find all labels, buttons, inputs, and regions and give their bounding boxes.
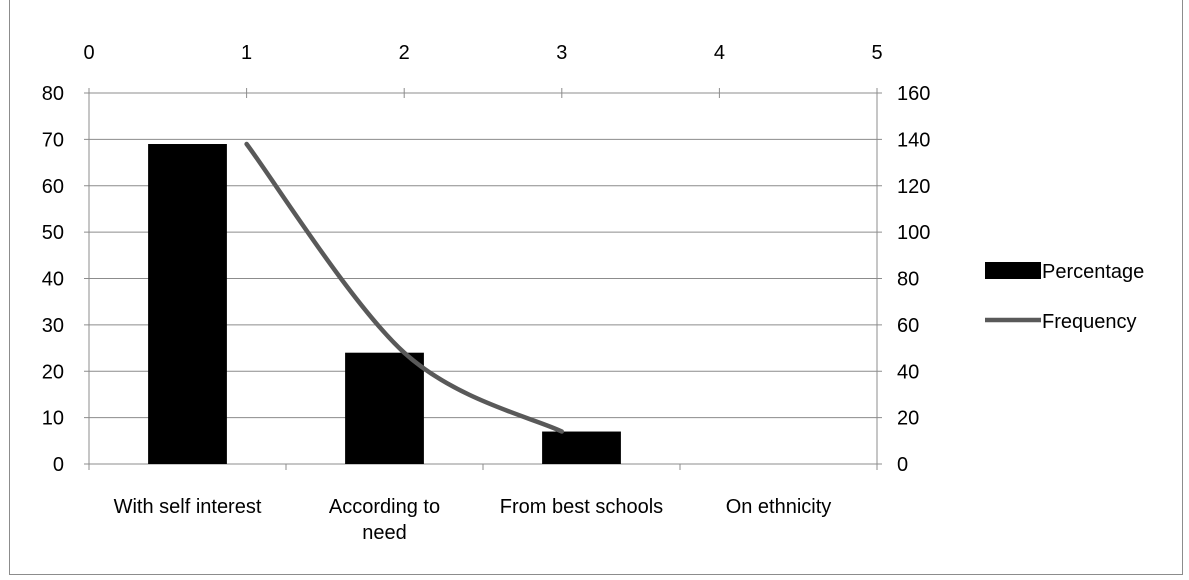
category-label: According to bbox=[329, 496, 440, 518]
legend-swatch-percentage bbox=[985, 262, 1041, 279]
x-top-tick-label: 2 bbox=[399, 42, 410, 64]
x-top-tick-label: 1 bbox=[241, 42, 252, 64]
y-left-tick-label: 80 bbox=[42, 83, 64, 105]
category-label: need bbox=[362, 522, 407, 544]
bar-percentage bbox=[148, 144, 227, 464]
y-left-tick-label: 20 bbox=[42, 361, 64, 383]
x-top-tick-label: 5 bbox=[871, 42, 882, 64]
y-right-tick-label: 160 bbox=[897, 83, 930, 105]
y-left-tick-label: 70 bbox=[42, 129, 64, 151]
y-left-tick-label: 10 bbox=[42, 408, 64, 430]
x-top-tick-label: 4 bbox=[714, 42, 725, 64]
y-right-tick-label: 80 bbox=[897, 269, 919, 291]
x-top-tick-label: 3 bbox=[556, 42, 567, 64]
category-label: With self interest bbox=[114, 496, 262, 518]
y-right-tick-label: 60 bbox=[897, 315, 919, 337]
chart-frame bbox=[9, 0, 1183, 575]
y-right-tick-label: 0 bbox=[897, 454, 908, 476]
line-frequency bbox=[244, 141, 565, 434]
legend-label-frequency: Frequency bbox=[1042, 311, 1137, 333]
y-right-tick-label: 140 bbox=[897, 129, 930, 151]
y-left-tick-label: 30 bbox=[42, 315, 64, 337]
legend-label-percentage: Percentage bbox=[1042, 261, 1144, 283]
category-label: From best schools bbox=[500, 496, 663, 518]
y-right-tick-label: 40 bbox=[897, 361, 919, 383]
y-right-tick-label: 120 bbox=[897, 176, 930, 198]
y-left-tick-label: 50 bbox=[42, 222, 64, 244]
bar-percentage bbox=[345, 352, 424, 464]
category-label: On ethnicity bbox=[726, 496, 832, 518]
y-right-tick-label: 100 bbox=[897, 222, 930, 244]
y-left-tick-label: 60 bbox=[42, 176, 64, 198]
bar-percentage bbox=[542, 431, 621, 464]
y-left-tick-label: 40 bbox=[42, 269, 64, 291]
y-right-tick-label: 20 bbox=[897, 408, 919, 430]
y-left-tick-label: 0 bbox=[53, 454, 64, 476]
x-top-tick-label: 0 bbox=[83, 42, 94, 64]
